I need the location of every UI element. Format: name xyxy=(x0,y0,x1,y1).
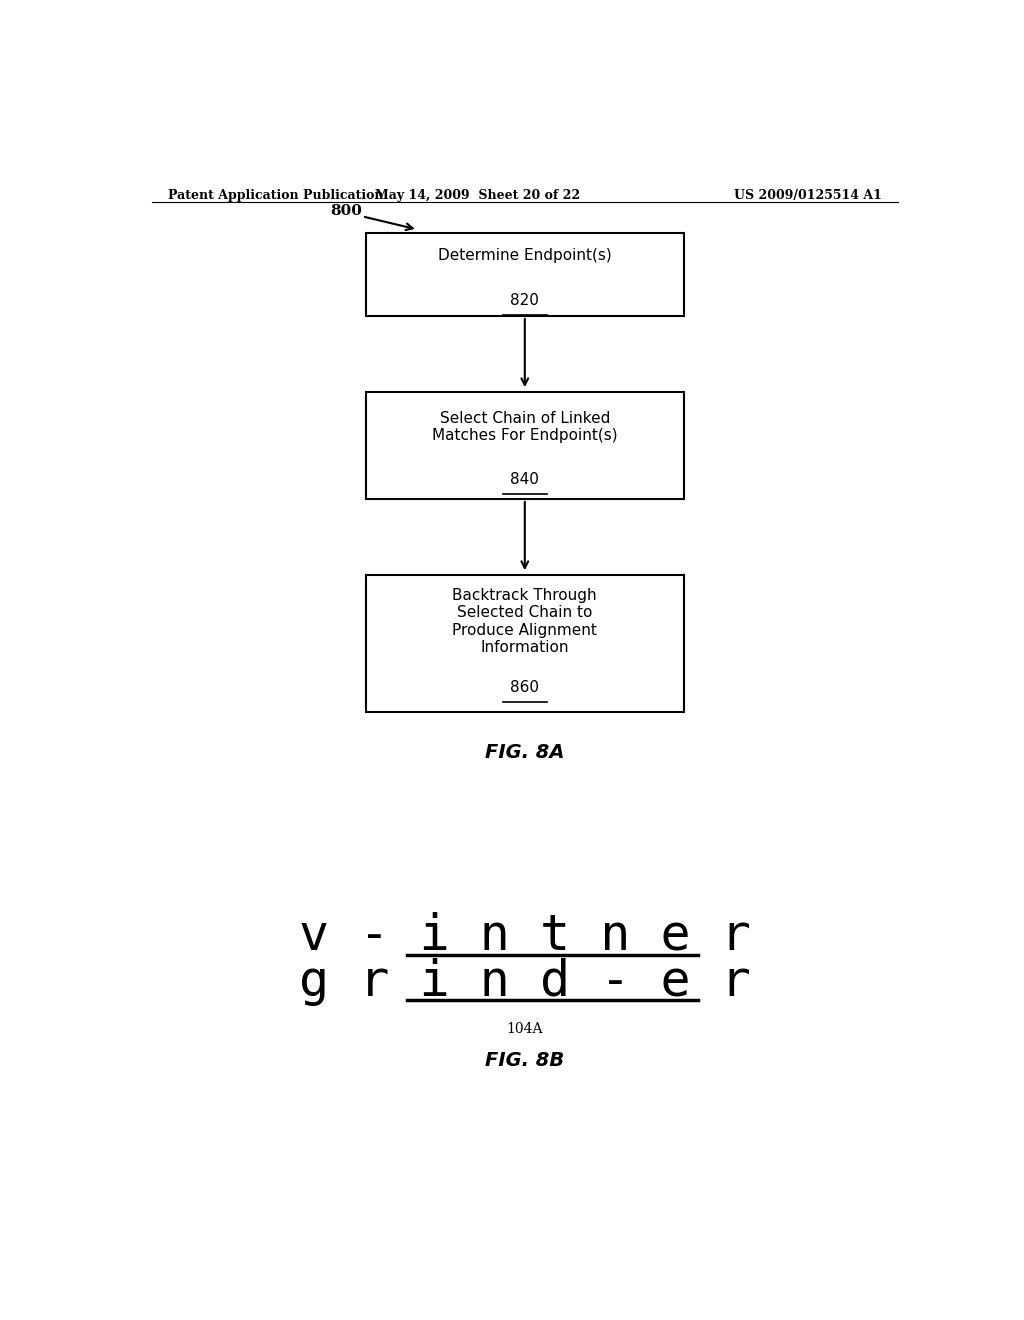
Text: FIG. 8A: FIG. 8A xyxy=(485,743,564,763)
Text: g r i n d - e r: g r i n d - e r xyxy=(299,958,751,1006)
Text: 800: 800 xyxy=(331,205,362,218)
Bar xyxy=(367,392,684,499)
Text: Determine Endpoint(s): Determine Endpoint(s) xyxy=(438,248,611,264)
Text: 104A: 104A xyxy=(507,1023,543,1036)
Text: US 2009/0125514 A1: US 2009/0125514 A1 xyxy=(734,189,882,202)
Bar xyxy=(367,232,684,315)
Text: May 14, 2009  Sheet 20 of 22: May 14, 2009 Sheet 20 of 22 xyxy=(375,189,580,202)
Text: v - i n t n e r: v - i n t n e r xyxy=(299,912,751,960)
Text: 860: 860 xyxy=(510,680,540,696)
Text: Backtrack Through
Selected Chain to
Produce Alignment
Information: Backtrack Through Selected Chain to Prod… xyxy=(453,587,597,655)
Text: 820: 820 xyxy=(510,293,540,309)
Text: 840: 840 xyxy=(510,473,540,487)
Text: Patent Application Publication: Patent Application Publication xyxy=(168,189,383,202)
Bar xyxy=(367,576,684,713)
Text: Select Chain of Linked
Matches For Endpoint(s): Select Chain of Linked Matches For Endpo… xyxy=(432,411,617,444)
Text: FIG. 8B: FIG. 8B xyxy=(485,1052,564,1071)
